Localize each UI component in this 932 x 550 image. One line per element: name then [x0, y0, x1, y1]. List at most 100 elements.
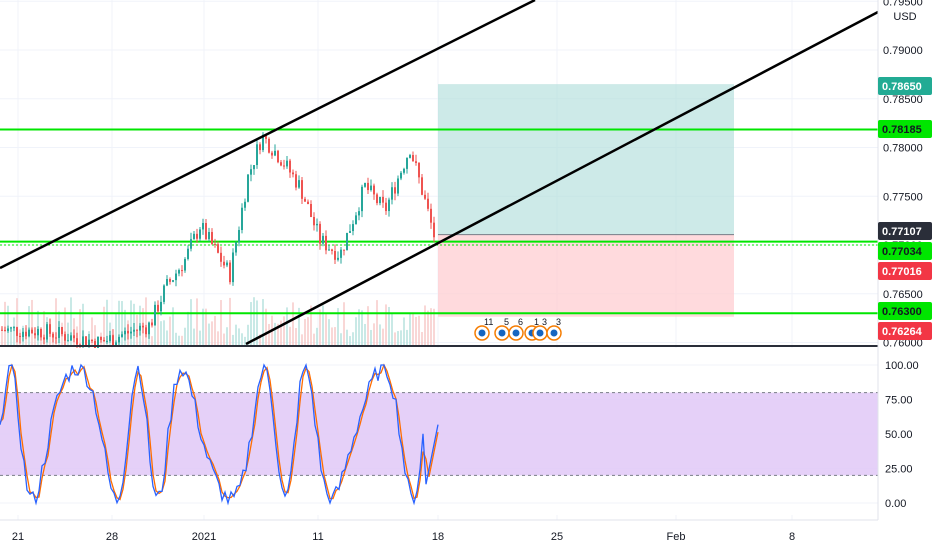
candle-body	[43, 337, 45, 340]
candle-body	[148, 322, 150, 335]
volume-bar	[328, 319, 330, 345]
candle-body	[319, 223, 321, 244]
candle-body	[73, 335, 75, 339]
time-axis[interactable]: 21 28 2021 11 18 25 Feb 8	[0, 519, 932, 550]
candle-body	[169, 279, 171, 282]
candle-body	[205, 222, 207, 240]
volume-bar	[331, 327, 333, 345]
candle-body	[190, 239, 192, 249]
long-position-tool[interactable]	[438, 84, 734, 317]
volume-bar	[157, 307, 159, 345]
candle-body	[325, 235, 327, 251]
candle-body	[346, 232, 348, 251]
candle-body	[286, 160, 288, 167]
candle-body	[76, 338, 78, 345]
candle-body	[58, 327, 60, 338]
svg-text:0.76264: 0.76264	[882, 326, 923, 338]
candle-body	[22, 331, 24, 337]
stochastic-pane[interactable]	[0, 348, 878, 515]
candle-body	[262, 134, 264, 151]
volume-bar	[280, 320, 282, 345]
candle-body	[337, 257, 339, 260]
price-tick-label: 0.76500	[883, 289, 923, 301]
stochastic-tick-label: 25.00	[885, 464, 913, 476]
volume-bar	[4, 301, 6, 345]
volume-bar	[355, 317, 357, 345]
price-scale[interactable]: USD 0.79500 0.79000 0.78500 0.78000 0.77500 0…	[877, 0, 932, 550]
candle-body	[334, 251, 336, 260]
candle-body	[292, 172, 294, 175]
volume-bar	[13, 317, 15, 345]
volume-bar	[316, 327, 318, 345]
candle-body	[7, 328, 9, 331]
candle-body	[259, 144, 261, 151]
candle-body	[103, 339, 105, 342]
channel-upper-line[interactable]	[0, 0, 536, 270]
volume-bar	[289, 326, 291, 345]
candle-body	[382, 196, 384, 203]
candle-body	[409, 155, 411, 158]
volume-bar	[181, 335, 183, 345]
candle-body	[28, 329, 30, 337]
position-stop-zone[interactable]	[438, 234, 734, 317]
volume-bar	[103, 306, 105, 345]
volume-bar	[166, 330, 168, 345]
event-badge-label: 3	[556, 317, 561, 327]
volume-bar	[415, 316, 417, 345]
currency-label: USD	[893, 11, 916, 23]
stochastic-k-line	[0, 362, 439, 506]
event-badge[interactable]: 11	[474, 317, 493, 341]
volume-bar	[412, 312, 414, 345]
volume-bar	[409, 313, 411, 345]
candle-body	[193, 233, 195, 240]
candle-body	[343, 249, 345, 251]
candle-body	[427, 198, 429, 209]
candle-body	[109, 335, 111, 341]
volume-bar	[379, 324, 381, 345]
event-badge[interactable]: 5	[494, 317, 510, 341]
candle-body	[340, 249, 342, 258]
event-badge[interactable]: 6	[508, 317, 524, 341]
channel-lower-line[interactable]	[245, 10, 879, 346]
volume-bar	[229, 297, 231, 345]
candle-body	[10, 327, 12, 329]
time-tick-label: Feb	[667, 531, 686, 543]
candles	[1, 132, 435, 352]
volume-bar	[298, 307, 300, 345]
candle-body	[166, 279, 168, 286]
volume-bar	[178, 335, 180, 345]
position-target-zone[interactable]	[438, 84, 734, 235]
stochastic-tick-label: 75.00	[885, 395, 913, 407]
candle-body	[247, 174, 249, 202]
candle-body	[82, 336, 84, 347]
candle-body	[40, 328, 42, 338]
candle-body	[46, 324, 48, 340]
price-tick-label: 0.79000	[883, 45, 923, 57]
candle-body	[211, 232, 213, 245]
volume-bar	[307, 317, 309, 345]
volume-bar	[361, 310, 363, 345]
volume-bar	[169, 316, 171, 345]
trend-channel[interactable]	[0, 0, 879, 346]
candle-body	[199, 229, 201, 239]
candle-body	[289, 160, 291, 173]
candle-body	[4, 330, 6, 332]
volume-bar	[211, 321, 213, 345]
candle-body	[100, 337, 102, 340]
price-tick-label: 0.76000	[883, 338, 923, 350]
event-badge[interactable]: 3	[546, 317, 562, 341]
time-tick-label: 28	[106, 531, 118, 543]
candle-body	[181, 270, 183, 272]
volume-bar	[160, 321, 162, 345]
candle-body	[214, 244, 216, 246]
time-tick-label: 8	[789, 531, 795, 543]
volume-bar	[154, 321, 156, 345]
svg-text:0.78650: 0.78650	[882, 81, 922, 93]
volume-bar	[346, 329, 348, 345]
economic-events[interactable]: 11 5 6 1 3 3	[474, 317, 562, 341]
volume-bar	[202, 308, 204, 345]
candle-body	[52, 333, 54, 338]
time-tick-label: 21	[12, 531, 24, 543]
volume-bar	[199, 330, 201, 345]
